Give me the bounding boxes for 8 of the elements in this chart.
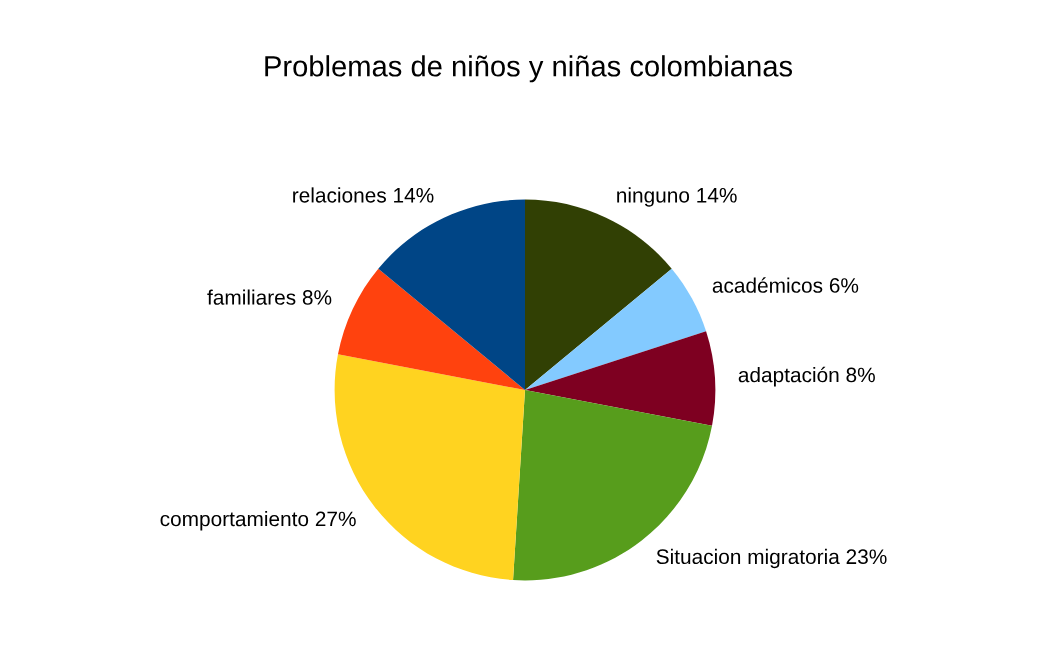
slice-label: ninguno 14% [617, 187, 737, 207]
slice-label: adaptación 8% [738, 366, 875, 387]
slice-label: relaciones 14% [293, 187, 434, 203]
chart-title: Problemas de niños y niñas colombianas [265, 55, 793, 83]
slice-label: Situacion migratoria 23% [656, 548, 887, 569]
slice-label: familiares 8% [207, 289, 332, 305]
slice-label: comportamiento 27% [160, 510, 356, 531]
slice-label: académicos 6% [712, 277, 859, 293]
